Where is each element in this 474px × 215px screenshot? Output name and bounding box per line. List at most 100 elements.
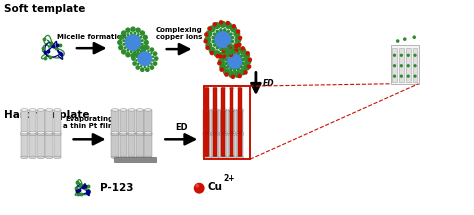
Bar — [219, 133, 227, 157]
Circle shape — [207, 26, 212, 31]
Ellipse shape — [111, 131, 118, 134]
Bar — [242, 133, 244, 157]
Circle shape — [209, 25, 216, 32]
Circle shape — [247, 64, 251, 69]
Circle shape — [403, 37, 407, 41]
Ellipse shape — [136, 156, 144, 159]
Circle shape — [130, 26, 136, 32]
Text: Soft template: Soft template — [4, 5, 86, 14]
Circle shape — [225, 50, 232, 57]
Circle shape — [141, 43, 144, 46]
Ellipse shape — [37, 156, 45, 159]
Bar — [54, 110, 61, 135]
Circle shape — [240, 65, 244, 69]
Circle shape — [237, 74, 242, 78]
Circle shape — [229, 68, 233, 71]
Circle shape — [204, 36, 211, 43]
Bar — [241, 111, 242, 156]
Bar — [236, 133, 244, 157]
Ellipse shape — [238, 155, 242, 157]
Ellipse shape — [211, 131, 219, 134]
Circle shape — [137, 52, 139, 55]
Circle shape — [234, 44, 238, 48]
Bar — [205, 88, 209, 133]
Text: Micelle formation: Micelle formation — [57, 34, 127, 40]
Circle shape — [234, 48, 238, 53]
Circle shape — [413, 64, 417, 67]
Circle shape — [153, 51, 157, 56]
Circle shape — [219, 52, 226, 59]
Ellipse shape — [37, 133, 45, 136]
Circle shape — [243, 52, 250, 59]
Text: 2+: 2+ — [224, 174, 235, 183]
Circle shape — [223, 48, 227, 51]
Circle shape — [233, 42, 240, 49]
Ellipse shape — [213, 110, 217, 112]
Circle shape — [126, 49, 129, 52]
Bar — [399, 48, 404, 82]
Circle shape — [219, 48, 223, 51]
Bar — [213, 111, 217, 156]
Bar — [117, 110, 118, 135]
Circle shape — [393, 64, 396, 67]
Text: Complexing
copper ions: Complexing copper ions — [156, 27, 203, 40]
Ellipse shape — [111, 156, 118, 159]
Circle shape — [212, 22, 217, 27]
Ellipse shape — [29, 109, 36, 111]
Bar — [203, 110, 210, 135]
Circle shape — [154, 56, 158, 61]
Ellipse shape — [230, 87, 234, 89]
Bar — [114, 157, 156, 162]
Bar — [211, 110, 219, 135]
Circle shape — [223, 28, 227, 32]
Bar — [150, 110, 152, 135]
Bar — [221, 88, 225, 133]
Ellipse shape — [54, 133, 61, 136]
Circle shape — [144, 40, 149, 45]
Ellipse shape — [203, 133, 210, 136]
Circle shape — [211, 36, 215, 40]
Ellipse shape — [119, 156, 127, 159]
Ellipse shape — [236, 109, 244, 111]
Ellipse shape — [54, 109, 61, 111]
Ellipse shape — [119, 133, 127, 136]
Bar — [205, 111, 209, 156]
Bar — [224, 111, 225, 156]
Circle shape — [213, 22, 220, 29]
Circle shape — [130, 50, 133, 53]
Circle shape — [203, 39, 208, 44]
Bar — [27, 133, 28, 157]
Ellipse shape — [221, 132, 225, 134]
Circle shape — [233, 69, 237, 72]
Ellipse shape — [145, 109, 152, 111]
Circle shape — [132, 61, 137, 66]
Bar — [126, 133, 127, 157]
Circle shape — [209, 47, 216, 54]
Ellipse shape — [205, 87, 209, 89]
Ellipse shape — [219, 156, 227, 159]
Circle shape — [231, 24, 236, 29]
Bar — [234, 133, 235, 157]
Circle shape — [413, 75, 417, 78]
Circle shape — [137, 63, 139, 65]
Circle shape — [216, 54, 220, 58]
Bar — [242, 110, 244, 135]
Circle shape — [213, 32, 216, 36]
Circle shape — [243, 70, 248, 75]
Circle shape — [229, 43, 233, 47]
Bar — [145, 110, 152, 135]
Circle shape — [393, 75, 396, 78]
Circle shape — [213, 30, 232, 49]
Circle shape — [221, 48, 226, 53]
Circle shape — [150, 52, 153, 55]
Circle shape — [213, 43, 216, 47]
Circle shape — [130, 32, 133, 35]
Circle shape — [211, 40, 215, 43]
Bar — [46, 110, 53, 135]
Bar — [230, 111, 234, 156]
Ellipse shape — [46, 133, 53, 136]
Bar — [51, 133, 53, 157]
Bar — [211, 133, 219, 157]
Ellipse shape — [29, 133, 36, 136]
Circle shape — [225, 22, 232, 29]
